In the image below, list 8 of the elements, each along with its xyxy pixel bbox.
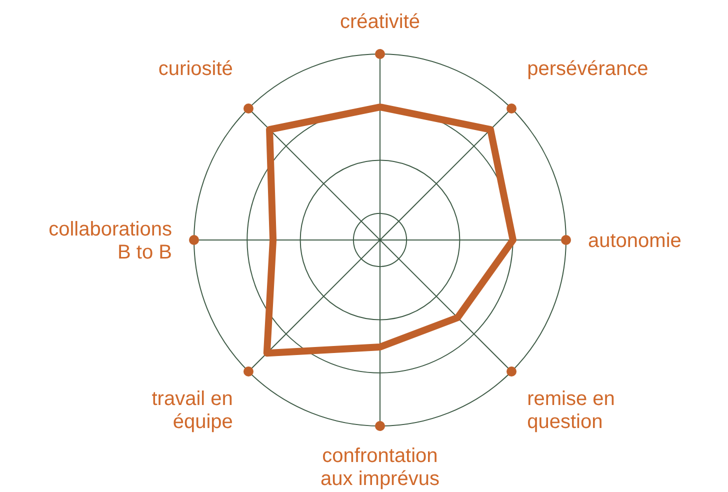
spoke-label: curiosité <box>158 58 233 80</box>
spoke-label: collaborations B to B <box>48 218 172 264</box>
spoke-label: persévérance <box>527 58 648 80</box>
spoke-label: confrontation aux imprévus <box>320 445 440 490</box>
spoke-label: créativité <box>340 11 420 33</box>
spoke-label: travail en équipe <box>152 388 233 434</box>
spoke-label: remise en question <box>527 388 615 434</box>
spoke-label: autonomie <box>588 230 682 252</box>
